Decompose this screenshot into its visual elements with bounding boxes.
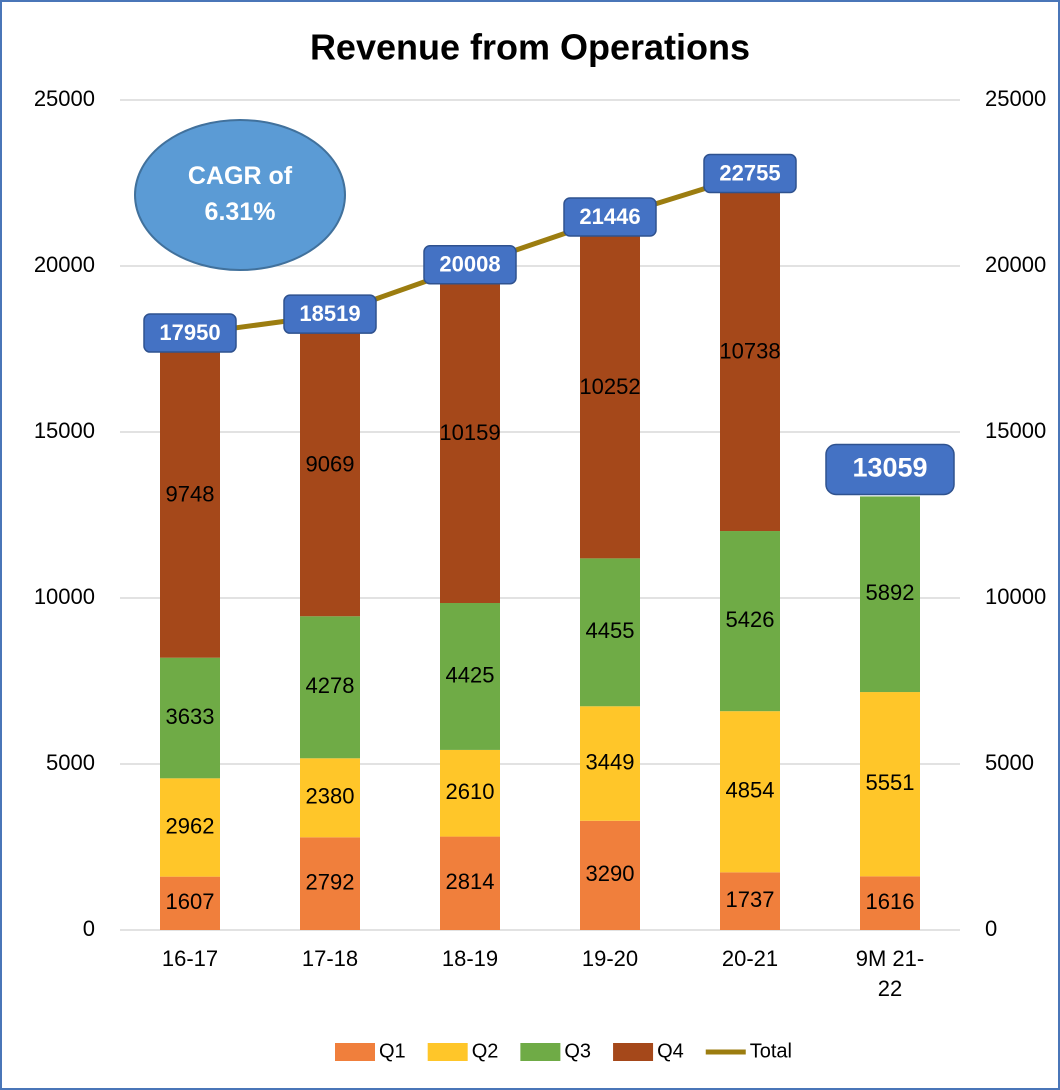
bar-segment [160,334,220,658]
data-label: 3633 [166,704,215,729]
bar-segment [300,837,360,930]
total-label: 22755 [719,160,780,185]
data-label: 4278 [306,673,355,698]
annotation-box [825,443,955,496]
bar-segment [440,836,500,930]
data-label: 1737 [726,887,775,912]
legend-swatch [335,1043,375,1061]
data-label: 1616 [866,889,915,914]
x-tick-label: 16-17 [161,946,219,971]
bar-segment [160,657,220,779]
y2-tick-label: 25000 [985,86,1046,111]
bar-segment [720,711,780,873]
bar-segment [860,876,920,930]
bar-segment [580,217,640,559]
x-tick-label: 9M 21-22 [855,946,925,1001]
bar-segment [440,265,500,604]
total-label: 20008 [439,252,500,277]
y-tick-label: 15000 [34,418,95,443]
total-label-box [423,244,517,285]
data-label: 9748 [166,482,215,507]
data-label: 2962 [166,813,215,838]
bar-segment [440,603,500,750]
data-label: 5892 [866,580,915,605]
data-label: 2610 [446,779,495,804]
legend-label: Q1 [379,1040,406,1062]
data-label: 4854 [726,778,775,803]
y-tick-label: 0 [83,916,95,941]
legend-swatch [520,1043,561,1061]
bar-segment [300,315,360,617]
bar-segment [580,706,640,821]
bar-segment [300,758,360,838]
y2-tick-label: 15000 [985,418,1046,443]
y2-tick-label: 10000 [985,584,1046,609]
bar-segment [580,558,640,707]
total-label: 17950 [159,320,220,345]
legend-label: Total [750,1040,792,1062]
legend-label: Q2 [472,1040,499,1062]
data-label: 5426 [726,607,775,632]
bar-segment [440,749,500,837]
data-label: 10252 [579,374,640,399]
annotation: 13059 [852,453,927,483]
y-tick-label: 10000 [34,584,95,609]
data-label: 3290 [586,861,635,886]
legend-label: Q3 [564,1040,591,1062]
bar-segment [720,531,780,712]
total-label: 18519 [299,301,360,326]
legend-swatch [427,1043,468,1061]
data-label: 1607 [166,889,215,914]
y-tick-label: 20000 [34,252,95,277]
data-label: 4455 [586,618,635,643]
y2-tick-label: 5000 [985,750,1034,775]
total-label-box [143,313,237,353]
total-label-box [703,153,797,194]
y2-tick-label: 20000 [985,252,1046,277]
y-tick-label: 25000 [34,86,95,111]
data-label: 10738 [719,339,780,364]
data-label: 4425 [446,662,495,687]
bar-segment [300,616,360,759]
y-tick-label: 5000 [46,750,95,775]
x-tick-label: 19-20 [581,946,639,971]
bar-segment [860,496,920,693]
x-tick-label: 17-18 [301,946,359,971]
data-label: 9069 [306,452,355,477]
total-label-box [283,294,377,334]
bar-segment [860,692,920,877]
data-label: 3449 [586,749,635,774]
y2-tick-label: 0 [985,916,997,941]
data-label: 5551 [866,770,915,795]
legend-label: Q4 [657,1040,684,1062]
bar-segment [160,778,220,877]
x-tick-label: 20-21 [721,946,779,971]
annotation: CAGR of 6.31% [187,162,293,226]
legend-swatch [613,1043,654,1061]
bar-segment [720,872,780,930]
x-tick-label: 18-19 [441,946,499,971]
chart-title: Revenue from Operations [310,27,750,68]
bar-segment [720,174,780,532]
bar-segment [160,876,220,930]
data-label: 10159 [439,420,500,445]
data-label: 2380 [306,784,355,809]
total-label-box [563,197,657,237]
total-label: 21446 [579,204,640,229]
bar-segment [580,820,640,930]
annotation-bubble [134,119,346,271]
data-label: 2792 [306,869,355,894]
data-label: 2814 [446,869,495,894]
